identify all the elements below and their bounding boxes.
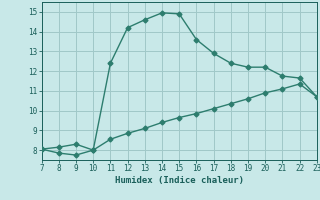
X-axis label: Humidex (Indice chaleur): Humidex (Indice chaleur)	[115, 176, 244, 185]
